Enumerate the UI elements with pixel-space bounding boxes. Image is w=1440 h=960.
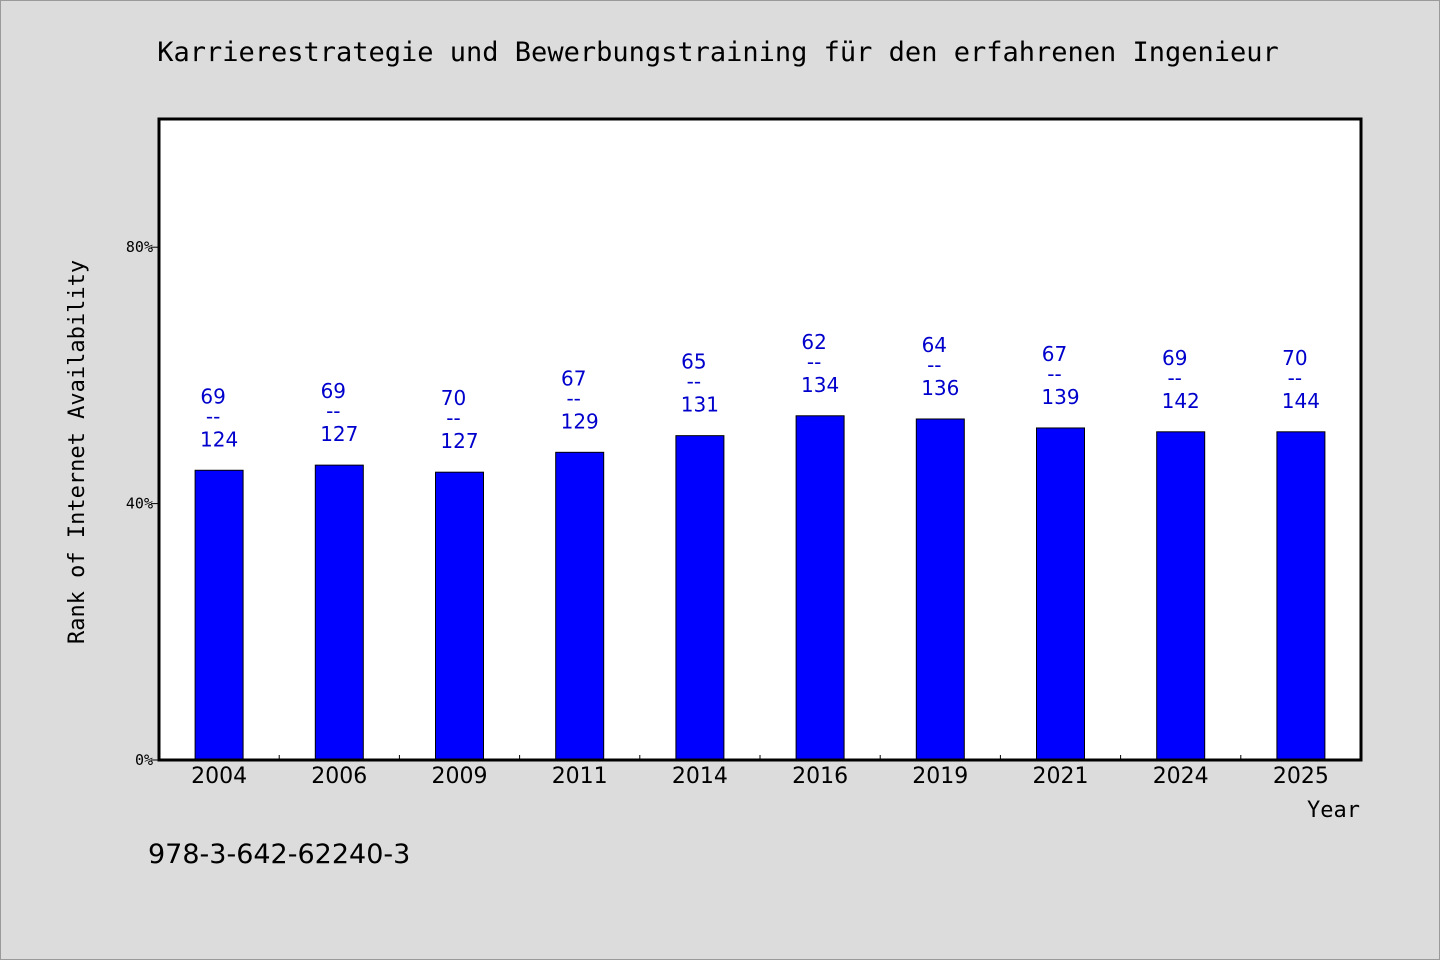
data-label-sep-2006: -- <box>326 399 340 423</box>
data-label-bottom-2014: 131 <box>681 393 719 417</box>
data-label-top-2004: 69 <box>200 384 225 408</box>
data-label-bottom-2009: 127 <box>440 429 478 453</box>
data-label-top-2011: 67 <box>561 366 586 390</box>
data-label-bottom-2006: 127 <box>320 422 358 446</box>
data-label-top-2024: 69 <box>1162 346 1187 370</box>
x-axis-ticks: 2004 2006 2009 2011 2014 2016 2019 2021 2024 2025 <box>191 755 1329 789</box>
x-tick-label-2025: 2025 <box>1273 764 1329 789</box>
x-tick-label-2019: 2019 <box>912 764 968 789</box>
x-tick-label-2011: 2011 <box>552 764 608 789</box>
x-tick-label-2009: 2009 <box>432 764 488 789</box>
y-axis-label: Rank of Internet Availability <box>65 260 90 644</box>
data-label-bottom-2019: 136 <box>921 376 959 400</box>
y-tick-label-40: 40% <box>126 495 153 513</box>
bar-2011 <box>555 451 605 761</box>
x-axis-label: Year <box>1307 798 1360 823</box>
y-axis-ticks: 0% 40% 80% <box>126 238 159 769</box>
data-label-bottom-2025: 144 <box>1282 389 1320 413</box>
data-label-top-2021: 67 <box>1042 342 1067 366</box>
data-label-top-2019: 64 <box>922 333 947 357</box>
data-label-sep-2019: -- <box>927 353 941 377</box>
x-tick-label-2024: 2024 <box>1153 764 1209 789</box>
data-label-sep-2025: -- <box>1288 366 1302 390</box>
data-label-top-2025: 70 <box>1282 346 1307 370</box>
isbn-text: 978-3-642-62240-3 <box>148 839 410 870</box>
plot-border <box>157 117 1363 762</box>
bar-2024 <box>1156 431 1206 761</box>
bar-2014 <box>675 435 725 761</box>
data-label-bottom-2004: 124 <box>200 427 238 451</box>
data-label-sep-2021: -- <box>1047 362 1061 386</box>
y-tick-label-80: 80% <box>126 238 153 256</box>
data-label-bottom-2021: 139 <box>1041 385 1079 409</box>
bars <box>194 415 1326 761</box>
data-label-top-2009: 70 <box>441 386 466 410</box>
bar-2016 <box>795 415 845 761</box>
y-tick-label-0: 0% <box>135 751 153 769</box>
x-tick-label-2014: 2014 <box>672 764 728 789</box>
bar-2019 <box>915 418 965 761</box>
data-label-top-2016: 62 <box>801 330 826 354</box>
bar-2009 <box>435 471 484 761</box>
data-label-top-2014: 65 <box>681 350 706 374</box>
data-label-sep-2009: -- <box>446 406 460 430</box>
chart-title: Karrierestrategie und Bewerbungstraining… <box>157 37 1279 68</box>
x-tick-label-2004: 2004 <box>191 764 247 789</box>
data-label-top-2006: 69 <box>321 379 346 403</box>
data-label-sep-2011: -- <box>566 386 580 410</box>
x-tick-label-2021: 2021 <box>1033 764 1089 789</box>
data-label-bottom-2011: 129 <box>561 409 599 433</box>
bar-2006 <box>314 464 364 761</box>
data-label-bottom-2024: 142 <box>1162 389 1200 413</box>
bar-2004 <box>194 469 244 761</box>
data-label-sep-2024: -- <box>1167 366 1181 390</box>
x-tick-label-2016: 2016 <box>792 764 848 789</box>
bar-2021 <box>1036 427 1085 761</box>
bar-2025 <box>1276 431 1326 761</box>
data-label-sep-2014: -- <box>687 370 701 394</box>
data-labels: 69--12469--12770--12767--12965--13162--1… <box>200 330 1320 453</box>
x-tick-label-2006: 2006 <box>311 764 367 789</box>
data-label-bottom-2016: 134 <box>801 373 839 397</box>
data-label-sep-2004: -- <box>206 404 220 428</box>
data-label-sep-2016: -- <box>807 350 821 374</box>
